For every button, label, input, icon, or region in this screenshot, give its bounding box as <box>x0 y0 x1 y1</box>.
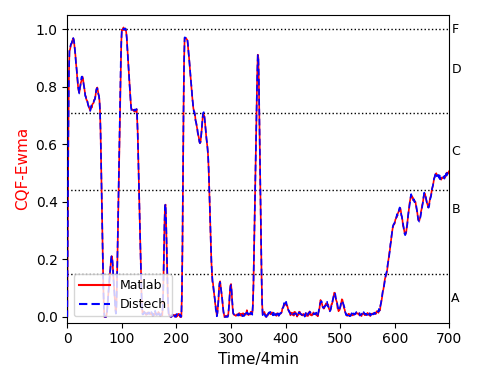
Distech <box>316 311 322 315</box>
Text: F: F <box>452 23 458 36</box>
Distech <box>186 49 192 53</box>
Matlab <box>120 25 126 30</box>
Distech <box>172 314 178 319</box>
Distech <box>446 171 452 175</box>
Line: Matlab: Matlab <box>68 28 449 317</box>
Matlab <box>186 55 192 60</box>
Text: B: B <box>452 202 460 215</box>
Matlab <box>64 315 70 319</box>
Y-axis label: CQF-Ewma: CQF-Ewma <box>15 127 30 210</box>
Matlab <box>410 196 416 200</box>
Distech <box>362 312 368 316</box>
Distech <box>408 194 414 199</box>
Matlab <box>158 311 164 316</box>
Legend: Matlab, Distech: Matlab, Distech <box>74 274 172 316</box>
Line: Distech: Distech <box>68 28 449 317</box>
Matlab <box>173 312 179 317</box>
Distech <box>158 312 164 316</box>
Matlab <box>316 309 322 314</box>
Matlab <box>446 169 452 174</box>
Text: D: D <box>452 63 461 76</box>
Matlab <box>362 313 368 317</box>
Distech <box>122 26 128 31</box>
Matlab <box>102 315 107 319</box>
Distech <box>64 315 70 319</box>
Text: C: C <box>452 145 460 158</box>
X-axis label: Time/4min: Time/4min <box>218 352 299 367</box>
Text: A: A <box>452 292 460 305</box>
